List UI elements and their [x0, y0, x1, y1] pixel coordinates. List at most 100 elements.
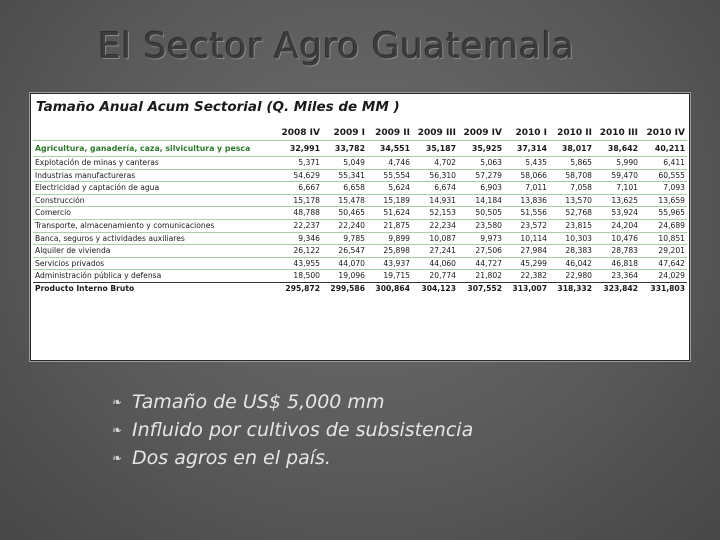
total-row: Producto Interno Bruto 295,872 299,586 300,…	[33, 281, 687, 295]
table-cell: 58,066	[520, 170, 547, 180]
table-cell: 10,476	[611, 233, 638, 243]
table-cell: 60,555	[658, 170, 685, 180]
table-cell: 27,984	[520, 246, 547, 256]
column-header: 2008 IV	[273, 127, 322, 141]
row-label: Electricidad y captación de agua	[35, 183, 160, 193]
table-row: Industrias manufactureras 54,629 55,341 55,…	[33, 169, 687, 182]
column-header: 2010 I	[504, 127, 549, 141]
leaf-bullet-icon: ❧	[112, 423, 123, 437]
table-row: Construcción 15,178 15,478 15,189 14,931 14,1…	[33, 194, 687, 207]
table-cell: 44,060	[429, 258, 456, 268]
column-header: 2009 II	[367, 127, 412, 141]
table-cell: 10,303	[565, 233, 592, 243]
table-cell: 22,234	[429, 220, 456, 230]
table-cell: 23,364	[611, 271, 638, 281]
table-cell: 21,875	[383, 220, 410, 230]
table-cell: 4,702	[434, 158, 456, 167]
table-cell: 7,058	[570, 183, 592, 193]
table-cell: 45,299	[520, 258, 547, 268]
table-row: Servicios privados 43,955 44,070 43,937 44,0…	[33, 257, 687, 270]
table-cell: 27,241	[429, 246, 456, 256]
bullet-item: ❧ Dos agros en el país.	[112, 444, 473, 472]
table-body: Agricultura, ganadería, caza, silvicultu…	[33, 141, 687, 295]
table-cell: 14,184	[475, 195, 502, 205]
table-cell: 15,189	[383, 195, 410, 205]
table-row: Agricultura, ganadería, caza, silvicultu…	[33, 141, 687, 157]
table-cell: 22,980	[565, 271, 592, 281]
table-cell: 318,332	[549, 281, 594, 295]
table-cell: 40,211	[654, 144, 685, 153]
row-label: Agricultura, ganadería, caza, silvicultu…	[35, 144, 251, 153]
table-cell: 13,659	[658, 195, 685, 205]
row-label: Servicios privados	[35, 258, 105, 268]
table-cell: 52,153	[429, 208, 456, 218]
table-cell: 50,505	[475, 208, 502, 218]
column-header-empty	[33, 127, 273, 141]
row-label: Producto Interno Bruto	[33, 281, 273, 295]
table-cell: 10,851	[658, 233, 685, 243]
table-cell: 13,836	[520, 195, 547, 205]
row-label: Alquiler de vivienda	[35, 246, 111, 256]
table-cell: 23,572	[520, 220, 547, 230]
table-cell: 43,937	[383, 258, 410, 268]
table-cell: 6,903	[480, 183, 502, 193]
bullet-text: Tamaño de US$ 5,000 mm	[132, 391, 385, 413]
table-row: Banca, seguros y actividades auxiliares 9…	[33, 232, 687, 245]
row-label: Administración pública y defensa	[35, 271, 162, 281]
table-cell: 4,746	[388, 158, 410, 167]
table-cell: 300,864	[367, 281, 412, 295]
table-cell: 43,955	[293, 258, 320, 268]
table-cell: 51,556	[520, 208, 547, 218]
table-cell: 18,500	[293, 271, 320, 281]
table-cell: 299,586	[322, 281, 367, 295]
table-cell: 7,093	[663, 183, 685, 193]
slide-title: El Sector Agro Guatemala	[98, 26, 575, 67]
column-header: 2009 IV	[458, 127, 504, 141]
table-cell: 5,063	[480, 158, 502, 167]
table-cell: 28,783	[611, 246, 638, 256]
table-cell: 38,642	[607, 144, 638, 153]
table-row: Explotación de minas y canteras 5,371 5,04…	[33, 157, 687, 170]
table-row: Comercio 48,788 50,465 51,624 52,153 50,505 51…	[33, 207, 687, 220]
row-label: Industrias manufactureras	[35, 170, 136, 180]
table-cell: 25,898	[383, 246, 410, 256]
table-cell: 22,382	[520, 271, 547, 281]
table-cell: 23,815	[565, 220, 592, 230]
table-cell: 32,991	[289, 144, 320, 153]
table-cell: 33,782	[334, 144, 365, 153]
table-row: Transporte, almacenamiento y comunicacio…	[33, 219, 687, 233]
table-cell: 58,708	[565, 170, 592, 180]
table-cell: 50,465	[338, 208, 365, 218]
table-cell: 44,070	[338, 258, 365, 268]
row-label: Explotación de minas y canteras	[35, 158, 159, 167]
table-cell: 24,689	[658, 220, 685, 230]
table-cell: 55,965	[658, 208, 685, 218]
table-cell: 47,642	[658, 258, 685, 268]
table-cell: 15,178	[293, 195, 320, 205]
table-cell: 6,674	[434, 183, 456, 193]
table-cell: 5,371	[298, 158, 320, 167]
leaf-bullet-icon: ❧	[112, 395, 123, 409]
table-cell: 9,899	[388, 233, 410, 243]
table-cell: 53,924	[611, 208, 638, 218]
table-cell: 27,506	[475, 246, 502, 256]
table-cell: 24,029	[658, 271, 685, 281]
bullet-item: ❧ Influido por cultivos de subsistencia	[112, 416, 473, 444]
table-cell: 57,279	[475, 170, 502, 180]
row-label: Construcción	[35, 195, 85, 205]
table-cell: 52,768	[565, 208, 592, 218]
table-cell: 295,872	[273, 281, 322, 295]
table-cell: 56,310	[429, 170, 456, 180]
table-cell: 59,470	[611, 170, 638, 180]
table-cell: 26,547	[338, 246, 365, 256]
bullet-text: Influido por cultivos de subsistencia	[132, 419, 474, 441]
table-header-row: 2008 IV 2009 I 2009 II 2009 III 2009 IV …	[33, 127, 687, 141]
bullet-item: ❧ Tamaño de US$ 5,000 mm	[112, 388, 473, 416]
table-cell: 48,788	[293, 208, 320, 218]
table-cell: 313,007	[504, 281, 549, 295]
table-cell: 14,931	[429, 195, 456, 205]
table-cell: 5,049	[343, 158, 365, 167]
row-label: Comercio	[35, 208, 71, 218]
table-cell: 9,346	[298, 233, 320, 243]
table-row: Administración pública y defensa 18,500 19…	[33, 270, 687, 283]
